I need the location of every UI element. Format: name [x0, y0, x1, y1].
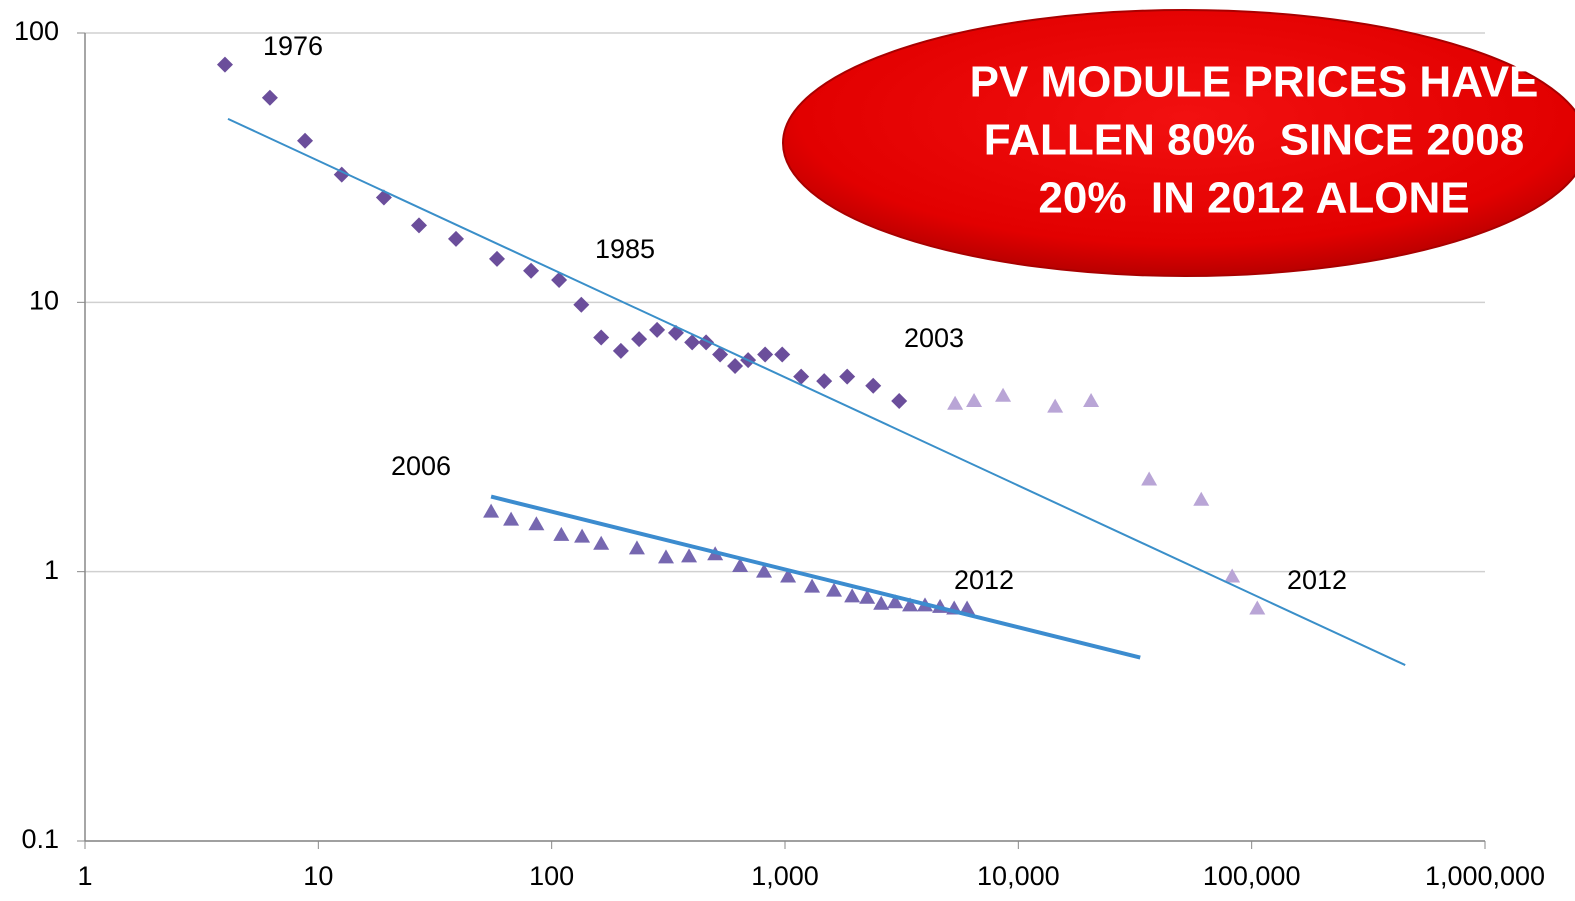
point [631, 331, 648, 348]
callout-line: 20% IN 2012 ALONE [1038, 174, 1469, 223]
point [612, 342, 629, 359]
x-tick-label: 1 [77, 861, 92, 891]
x-tick-label: 1,000,000 [1425, 861, 1545, 891]
callout-line: PV MODULE PRICES HAVE [970, 58, 1539, 107]
point [1249, 600, 1266, 615]
callout-line: FALLEN 80% SINCE 2008 [984, 116, 1524, 165]
point [887, 594, 904, 609]
point [216, 56, 233, 73]
point [503, 511, 520, 526]
point [865, 377, 882, 394]
point [551, 272, 568, 289]
point [793, 368, 810, 385]
point [649, 321, 666, 338]
point [995, 387, 1012, 402]
point [873, 595, 890, 610]
annotation: 1985 [595, 234, 655, 264]
trend-line [490, 494, 1141, 660]
point [756, 563, 773, 578]
callout-text: PV MODULE PRICES HAVE FALLEN 80% SINCE 20… [970, 58, 1539, 223]
point [774, 346, 791, 363]
point [684, 334, 701, 351]
y-tick-label: 100 [14, 16, 59, 46]
point [780, 568, 797, 583]
y-tick-label: 10 [29, 285, 59, 315]
point [947, 395, 964, 410]
x-tick-label: 10,000 [977, 861, 1060, 891]
point [1141, 471, 1158, 486]
point [844, 588, 861, 603]
point [447, 230, 464, 247]
point [1083, 393, 1100, 408]
point [1224, 568, 1241, 583]
point [966, 393, 983, 408]
point [410, 217, 427, 234]
annotation: 2012 [1287, 565, 1347, 595]
point [523, 262, 540, 279]
callout-bubble [782, 9, 1575, 277]
point [483, 503, 500, 518]
point [528, 516, 545, 531]
point [727, 358, 744, 375]
point [628, 540, 645, 555]
point [593, 329, 610, 346]
annotation: 1976 [263, 31, 323, 61]
point [732, 557, 749, 572]
point [839, 368, 856, 385]
x-tick-label: 100 [529, 861, 574, 891]
x-tick-label: 10 [303, 861, 333, 891]
point [681, 548, 698, 563]
annotation: 2006 [391, 451, 451, 481]
point [826, 582, 843, 597]
point [816, 373, 833, 390]
point [657, 549, 674, 564]
point [297, 132, 314, 149]
point [573, 296, 590, 313]
point [574, 528, 591, 543]
point [757, 346, 774, 363]
point [261, 89, 278, 106]
point [959, 600, 976, 615]
point [902, 597, 919, 612]
plot-area: 0.1 1 10 100 1 10 100 1,000 10,000 100,000 1,000,0… [14, 16, 1545, 891]
y-tick-label: 0.1 [21, 824, 59, 854]
point [1047, 398, 1064, 413]
point [712, 346, 729, 363]
annotation: 2003 [904, 323, 964, 353]
point [891, 393, 908, 410]
point [1193, 491, 1210, 506]
point [553, 526, 570, 541]
annotation: 2012 [954, 565, 1014, 595]
point [593, 535, 610, 550]
trend-line [227, 117, 1406, 666]
point [804, 578, 821, 593]
x-tick-label: 1,000 [751, 861, 819, 891]
point [488, 250, 505, 267]
point [859, 589, 876, 604]
x-tick-label: 100,000 [1203, 861, 1301, 891]
y-tick-label: 1 [44, 555, 59, 585]
